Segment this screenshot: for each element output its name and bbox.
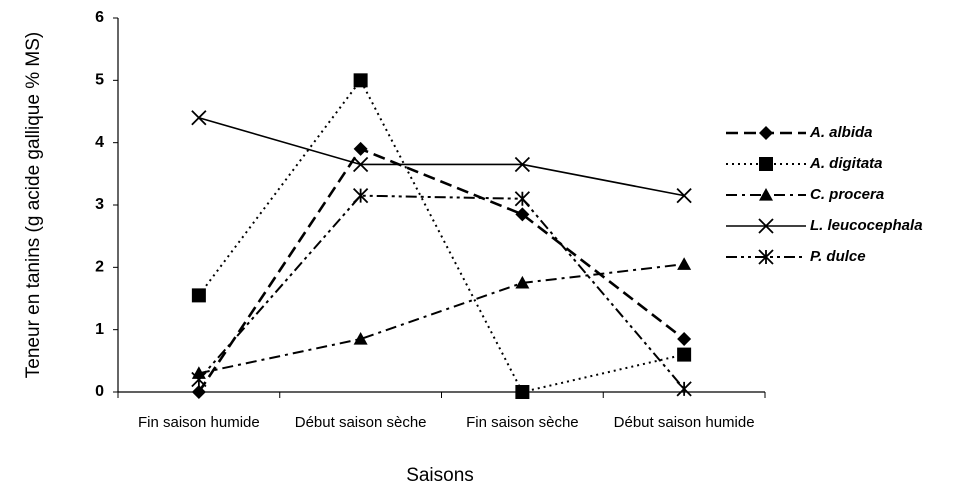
y-tick-label: 0: [95, 383, 104, 400]
marker: [514, 156, 531, 173]
y-tick-label: 3: [95, 196, 104, 213]
marker: [515, 207, 530, 222]
series-line: [198, 263, 685, 375]
series-line: [198, 116, 685, 197]
marker: [759, 126, 773, 140]
marker: [352, 188, 369, 204]
y-tick-label: 5: [95, 72, 104, 89]
marker: [759, 157, 773, 171]
marker: [677, 332, 692, 347]
x-tick-label: Début saison humide: [613, 414, 755, 431]
legend-label: A. albida: [809, 124, 873, 141]
marker: [515, 385, 530, 399]
y-tick-label: 1: [95, 321, 104, 338]
marker: [191, 110, 207, 126]
marker: [676, 381, 692, 397]
legend-label: L. leucocephala: [810, 217, 923, 234]
marker: [759, 188, 773, 201]
marker: [515, 275, 530, 289]
marker: [514, 191, 531, 207]
legend-label: C. procera: [810, 186, 884, 203]
marker: [677, 257, 692, 270]
marker: [353, 332, 368, 345]
y-tick-label: 2: [95, 259, 104, 276]
legend-label: A. digitata: [809, 155, 883, 172]
marker: [191, 385, 206, 399]
marker: [758, 249, 774, 265]
x-tick-label: Fin saison humide: [138, 414, 260, 431]
marker: [758, 218, 774, 234]
legend-label: P. dulce: [810, 248, 866, 265]
y-tick-label: 6: [95, 9, 104, 26]
series-line: [198, 194, 685, 390]
x-tick-label: Début saison sèche: [294, 414, 427, 431]
series-line: [198, 78, 685, 394]
series-line: [197, 147, 685, 393]
marker: [676, 188, 692, 204]
x-tick-label: Fin saison sèche: [466, 414, 579, 431]
marker: [353, 141, 368, 156]
x-axis-label: Saisons: [406, 465, 474, 486]
marker: [677, 347, 692, 362]
marker: [353, 73, 368, 88]
marker: [191, 371, 207, 388]
marker: [191, 288, 206, 303]
marker: [352, 156, 369, 173]
y-tick-label: 4: [95, 134, 104, 151]
y-axis-label: Teneur en tanins (g acide gallique % MS): [23, 32, 44, 378]
